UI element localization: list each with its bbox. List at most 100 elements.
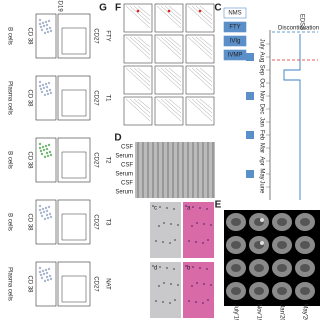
scan-date: Jan'20 [278,304,284,320]
event-dot [47,81,51,85]
nucleus [158,225,160,227]
timepoint: T1 [104,94,110,102]
plot-frame [57,261,91,307]
panel-label: G [99,3,107,14]
image-label: c [154,206,157,212]
event-dot [45,275,49,279]
month-label: Apr [258,156,264,165]
nucleus [202,302,204,304]
plot-frame [57,13,91,59]
nucleus [169,302,171,304]
event-dot [46,154,50,158]
brain-core [231,264,241,272]
band [197,142,199,198]
event-dot [44,20,48,24]
trace [195,98,213,114]
nucleus [185,265,187,267]
nucleus [170,223,172,225]
nucleus [196,222,198,224]
brain-core [254,287,264,295]
trace [133,5,151,21]
event-dot [38,80,42,84]
event-dot [41,21,45,25]
band [157,142,159,198]
event-dot [46,92,50,96]
event-dot [47,19,51,23]
gate [61,275,87,303]
trace [199,5,213,17]
trace [187,98,213,122]
event-dot [38,208,42,212]
trace [191,67,213,87]
brain-core [300,287,310,295]
trace [156,5,182,29]
brain-core [300,241,310,249]
nucleus [195,241,197,243]
lesion [260,241,264,245]
event-dot [48,26,52,30]
cell-type: B cells [6,151,12,169]
axis-label: CD27 [92,214,98,230]
trace [160,5,182,25]
event-dot [44,268,48,272]
axis-label: CD 38 [26,89,32,107]
nucleus [192,206,194,208]
trace [133,98,151,114]
event-dot [39,25,43,29]
band [167,142,169,198]
event-dot [39,273,43,277]
event-dot [41,83,45,87]
band [152,142,154,198]
event-dot [42,272,46,276]
event-dot [43,31,47,35]
brain-core [277,264,287,272]
trace [199,67,213,79]
trace [164,98,182,114]
trace [187,36,213,60]
trace [168,5,182,17]
track-box [223,35,247,47]
trace [191,5,213,25]
band [162,142,164,198]
trace [137,67,151,79]
cell-type: Plasma cells [6,267,12,301]
band [182,142,184,198]
nucleus [158,285,160,287]
nucleus [177,284,179,286]
nucleus [207,239,209,241]
event-dot [45,27,49,31]
event-dot [40,214,44,218]
event-dot [44,206,48,210]
band [212,142,214,198]
trace [125,5,151,29]
brain-core [277,218,287,226]
trace [129,36,151,56]
edss-line [283,34,301,200]
scan-date: Nov'19 [255,304,261,320]
event-dot [48,274,52,278]
nucleus [170,283,172,285]
event-dot [42,148,46,152]
nucleus [166,267,168,269]
event-dot [38,22,42,26]
event-dot [41,207,45,211]
event-dot [45,271,49,275]
event-dot [44,82,48,86]
brain-core [231,287,241,295]
trace [164,5,182,21]
trace [187,67,213,91]
lane-label: CSF [121,145,133,151]
nucleus [162,241,164,243]
gate [61,89,87,117]
plot-frame [57,199,91,245]
nucleus [173,208,175,210]
event-dot [40,90,44,94]
trace [168,98,182,110]
nucleus [202,242,204,244]
nucleus [191,285,193,287]
event-dot [43,279,47,283]
trace [199,36,213,48]
nucleus [185,205,187,207]
band [137,142,139,198]
histology-image [150,202,181,258]
